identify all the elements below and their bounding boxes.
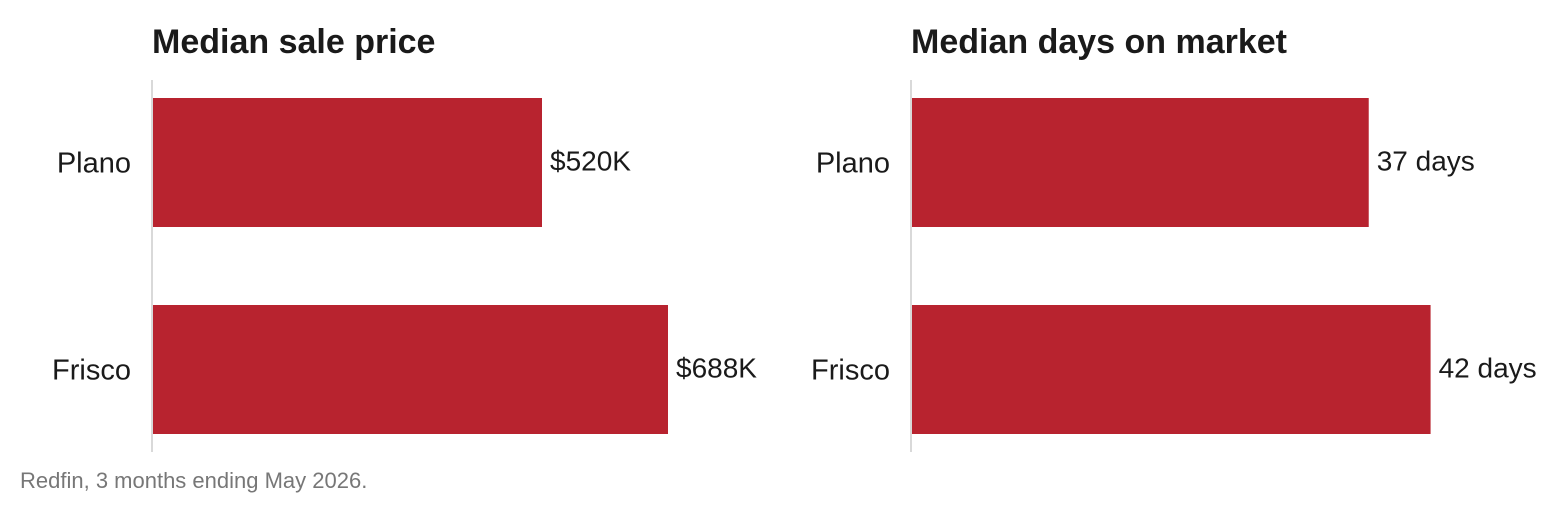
category-label: Plano bbox=[57, 148, 131, 180]
bar-frisco bbox=[152, 305, 668, 434]
chart-title: Median days on market bbox=[911, 23, 1287, 61]
value-label: $688K bbox=[676, 353, 757, 384]
bar-chart-1: Median sale price Plano $520K Frisco $688K bbox=[52, 23, 757, 452]
category-label: Plano bbox=[816, 148, 890, 180]
bar-plano bbox=[911, 98, 1369, 227]
bar-frisco bbox=[911, 305, 1431, 434]
chart-title: Median sale price bbox=[152, 23, 435, 61]
category-label: Frisco bbox=[811, 355, 890, 387]
value-label: $520K bbox=[550, 146, 631, 177]
value-label: 42 days bbox=[1439, 353, 1537, 384]
source-note: Redfin, 3 months ending May 2026. bbox=[20, 468, 367, 493]
bar-plano bbox=[152, 98, 542, 227]
value-label: 37 days bbox=[1377, 146, 1475, 177]
bar-chart-2: Median days on market Plano 37 days Frisco 4… bbox=[811, 23, 1537, 452]
category-label: Frisco bbox=[52, 355, 131, 387]
